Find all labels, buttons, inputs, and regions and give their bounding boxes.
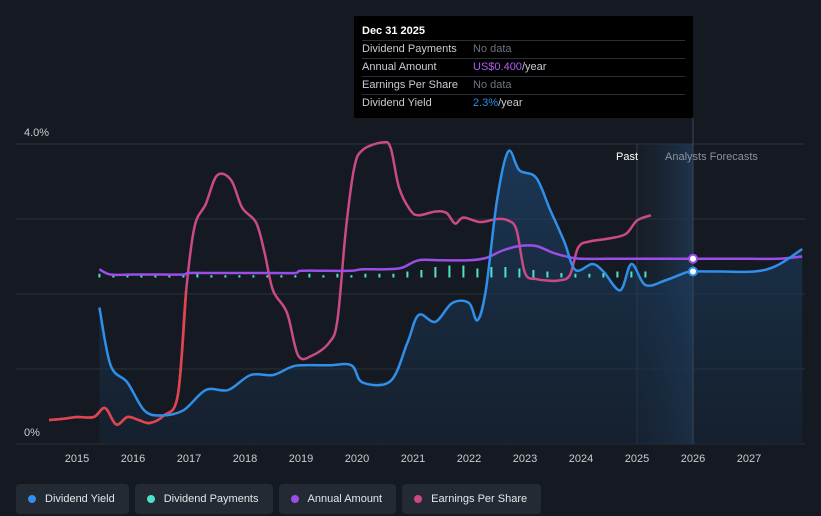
dividend-payment-bar [252,275,255,278]
x-tick-label: 2026 [681,453,705,465]
tooltip-value-unit: /year [498,97,523,109]
legend-dot-icon [414,495,423,503]
tooltip-value-number: US$0.400 [473,61,522,73]
dividend-payment-bar [644,271,647,278]
y-tick-label: 0% [24,427,40,439]
dividend-payment-bar [448,265,451,278]
legend: Dividend Yield Dividend Payments Annual … [16,484,542,514]
tooltip-value: US$0.400/year [473,59,546,76]
dividend-payment-bar [630,271,633,278]
x-tick-label: 2019 [289,453,313,465]
x-tick-label: 2016 [121,453,145,465]
legend-item-dividend-yield[interactable]: Dividend Yield [16,484,129,514]
legend-item-dividend-payments[interactable]: Dividend Payments [134,484,273,514]
legend-label: Annual Amount [307,493,383,505]
tooltip-date: Dec 31 2025 [362,25,425,37]
dividend-payment-bar [210,275,213,278]
dividend-payment-bar [322,275,325,278]
dividend-payment-bar [504,267,507,278]
dividend-payment-bar [476,268,479,278]
tooltip-label: Dividend Payments [362,43,457,55]
x-tick-label: 2024 [569,453,593,465]
dividend-payment-bar [378,273,381,278]
x-tick-label: 2017 [177,453,201,465]
legend-label: Dividend Yield [45,493,115,505]
dividend-payment-bar [532,270,535,278]
dividend-payment-bar [406,271,409,278]
tooltip-value-number: 2.3% [473,97,499,109]
tooltip-value: 2.3%/year [473,95,523,112]
dividend-payment-bar [350,275,353,278]
x-tick-label: 2015 [65,453,89,465]
past-label: Past [616,151,638,163]
dividend-payment-bar [112,275,115,278]
dividend-payment-bar [308,273,311,278]
dividend-payment-bar [238,275,241,278]
dividend-payment-bar [266,275,269,278]
dividend-payment-bar [196,273,199,278]
x-tick-label: 2025 [625,453,649,465]
tooltip-row-annual-amount: Annual Amount US$0.400/year [362,58,685,76]
legend-dot-icon [290,495,299,503]
dividend-yield-area [99,151,803,444]
dividend-payment-bar [336,273,339,278]
marker-point [688,266,698,277]
x-tick-label: 2027 [737,453,761,465]
tooltip: Dec 31 2025 Dividend Payments No data An… [354,16,693,118]
tooltip-label: Dividend Yield [362,97,432,109]
legend-item-earnings-per-share[interactable]: Earnings Per Share [402,484,542,514]
annual-amount-line [98,244,803,277]
dividend-payment-bar [602,273,605,278]
dividend-payment-bar [490,267,493,278]
dividend-payment-bar [616,271,619,278]
tooltip-row-dividend-payments: Dividend Payments No data [362,40,685,58]
tooltip-row-dividend-yield: Dividend Yield 2.3%/year [362,94,685,112]
tooltip-row-eps: Earnings Per Share No data [362,76,685,94]
dividend-payment-bar [98,273,101,278]
x-tick-label: 2018 [233,453,257,465]
x-tick-label: 2022 [457,453,481,465]
dividend-payment-bar [364,273,367,278]
legend-dot-icon [146,495,155,503]
legend-dot-icon [28,495,36,503]
x-tick-label: 2020 [345,453,369,465]
dividend-payment-bar [420,270,423,278]
dividend-chart: 2015 2016 2017 2018 2019 2020 2021 2022 2023 2024… [16,118,805,465]
x-tick-label: 2021 [401,453,425,465]
dividend-payment-bar [588,273,591,278]
dividend-payment-bar [182,275,185,278]
dividend-payment-bar [280,275,283,278]
dividend-payment-bar [574,273,577,278]
dividend-payment-bar [392,273,395,278]
dividend-payment-bar [140,275,143,278]
dividend-payment-bar [546,271,549,278]
dividend-payment-bar [168,275,171,278]
eps-line-early [48,290,188,426]
dividend-yield-line [98,149,803,417]
tooltip-value: No data [473,79,512,91]
legend-label: Earnings Per Share [431,493,528,505]
dividend-payment-bar [126,275,129,278]
tooltip-label: Earnings Per Share [362,79,458,91]
dividend-payment-bar [294,275,297,278]
dividend-payment-bar [518,268,521,278]
tooltip-value: No data [473,43,512,55]
legend-label: Dividend Payments [163,493,259,505]
tooltip-value-unit: /year [521,61,547,73]
dividend-payment-bar [462,265,465,278]
y-tick-label: 4.0% [24,127,49,139]
dividend-payment-bar [434,267,437,278]
dividend-payment-bar [224,275,227,278]
legend-item-annual-amount[interactable]: Annual Amount [278,484,397,514]
dividend-payment-bar [560,273,563,278]
marker-point [688,253,698,264]
tooltip-label: Annual Amount [362,61,437,73]
forecast-label: Analysts Forecasts [665,151,758,163]
dividend-payment-bar [154,275,157,278]
x-tick-label: 2023 [513,453,537,465]
